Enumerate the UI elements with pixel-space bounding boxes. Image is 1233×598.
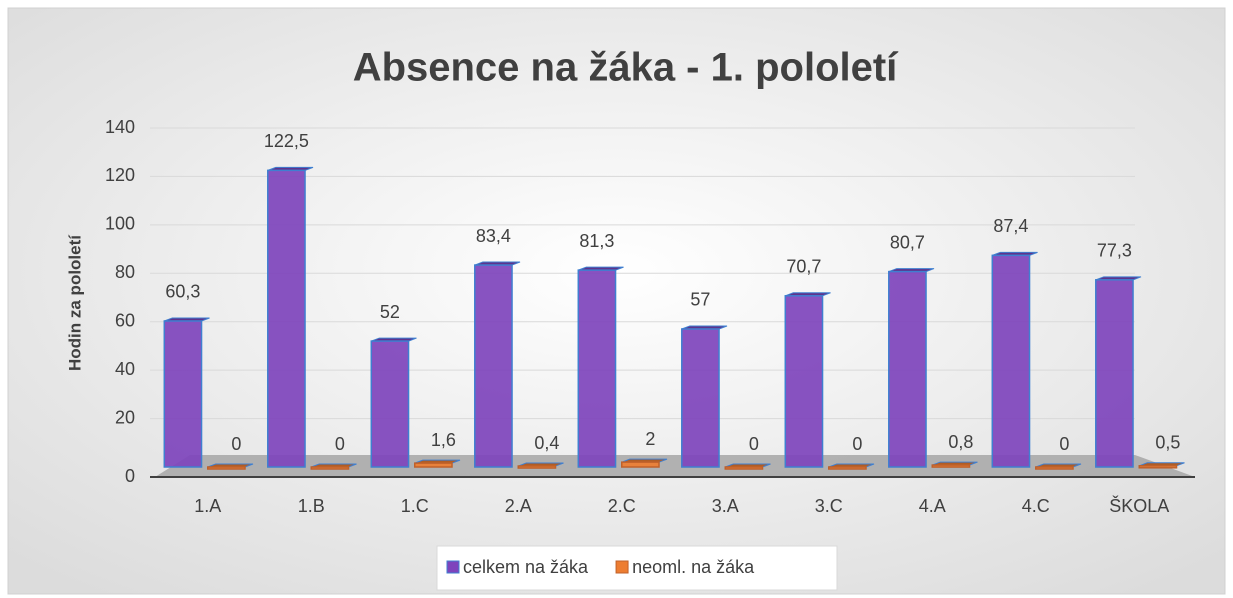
data-label: 0,5 (1155, 433, 1180, 453)
x-tick-label: 2.C (608, 496, 636, 516)
x-tick-label: 4.C (1022, 496, 1050, 516)
data-label: 70,7 (786, 257, 821, 277)
bar (1035, 466, 1074, 470)
bar (828, 466, 867, 470)
legend-label: neoml. na žáka (632, 557, 755, 577)
bar (724, 466, 764, 470)
legend-swatch (446, 560, 460, 574)
bar (517, 465, 557, 469)
data-label: 0 (852, 434, 862, 454)
x-tick-label: ŠKOLA (1109, 495, 1169, 516)
data-label: 0,8 (948, 432, 973, 452)
bar (474, 264, 513, 468)
bar (414, 462, 453, 468)
data-label: 0,4 (534, 433, 559, 453)
chart-title: Absence na žáka - 1. pololetí (353, 46, 899, 90)
legend-box (436, 545, 838, 591)
data-label: 83,4 (476, 226, 511, 246)
bar (681, 328, 720, 468)
y-tick-label: 0 (125, 466, 135, 486)
bar (267, 169, 306, 468)
bar (784, 295, 824, 468)
x-tick-label: 1.A (194, 496, 221, 516)
x-tick-label: 2.A (505, 496, 532, 516)
x-tick-label: 3.C (815, 496, 843, 516)
bar (991, 254, 1031, 468)
bar (207, 466, 246, 470)
bar (163, 320, 203, 468)
data-label: 0 (749, 434, 759, 454)
data-label: 52 (380, 302, 400, 322)
y-axis-label: Hodin za pololetí (65, 234, 84, 371)
bar (1138, 465, 1178, 469)
data-label: 80,7 (890, 232, 925, 252)
y-tick-label: 100 (105, 214, 135, 234)
data-label: 1,6 (431, 430, 456, 450)
y-tick-label: 40 (115, 359, 135, 379)
y-tick-label: 60 (115, 310, 135, 330)
bar (577, 269, 617, 468)
bar (888, 270, 927, 468)
floor (155, 455, 1195, 477)
bar (310, 466, 350, 470)
bar (1095, 279, 1134, 468)
x-tick-label: 4.A (919, 496, 946, 516)
y-tick-label: 80 (115, 262, 135, 282)
x-tick-label: 1.B (298, 496, 325, 516)
y-tick-label: 140 (105, 117, 135, 137)
data-label: 0 (1059, 434, 1069, 454)
data-label: 77,3 (1097, 241, 1132, 261)
legend-label: celkem na žáka (463, 557, 589, 577)
data-label: 87,4 (993, 216, 1028, 236)
bar (621, 461, 660, 468)
bar (931, 464, 971, 468)
bar (370, 340, 410, 468)
data-label: 2 (645, 429, 655, 449)
y-tick-label: 20 (115, 407, 135, 427)
x-tick-label: 1.C (401, 496, 429, 516)
data-label: 60,3 (165, 282, 200, 302)
y-tick-label: 120 (105, 165, 135, 185)
legend-swatch (615, 560, 629, 574)
x-tick-label: 3.A (712, 496, 739, 516)
data-label: 0 (335, 434, 345, 454)
data-label: 81,3 (579, 231, 614, 251)
data-label: 0 (231, 434, 241, 454)
data-label: 122,5 (264, 131, 309, 151)
data-label: 57 (690, 290, 710, 310)
